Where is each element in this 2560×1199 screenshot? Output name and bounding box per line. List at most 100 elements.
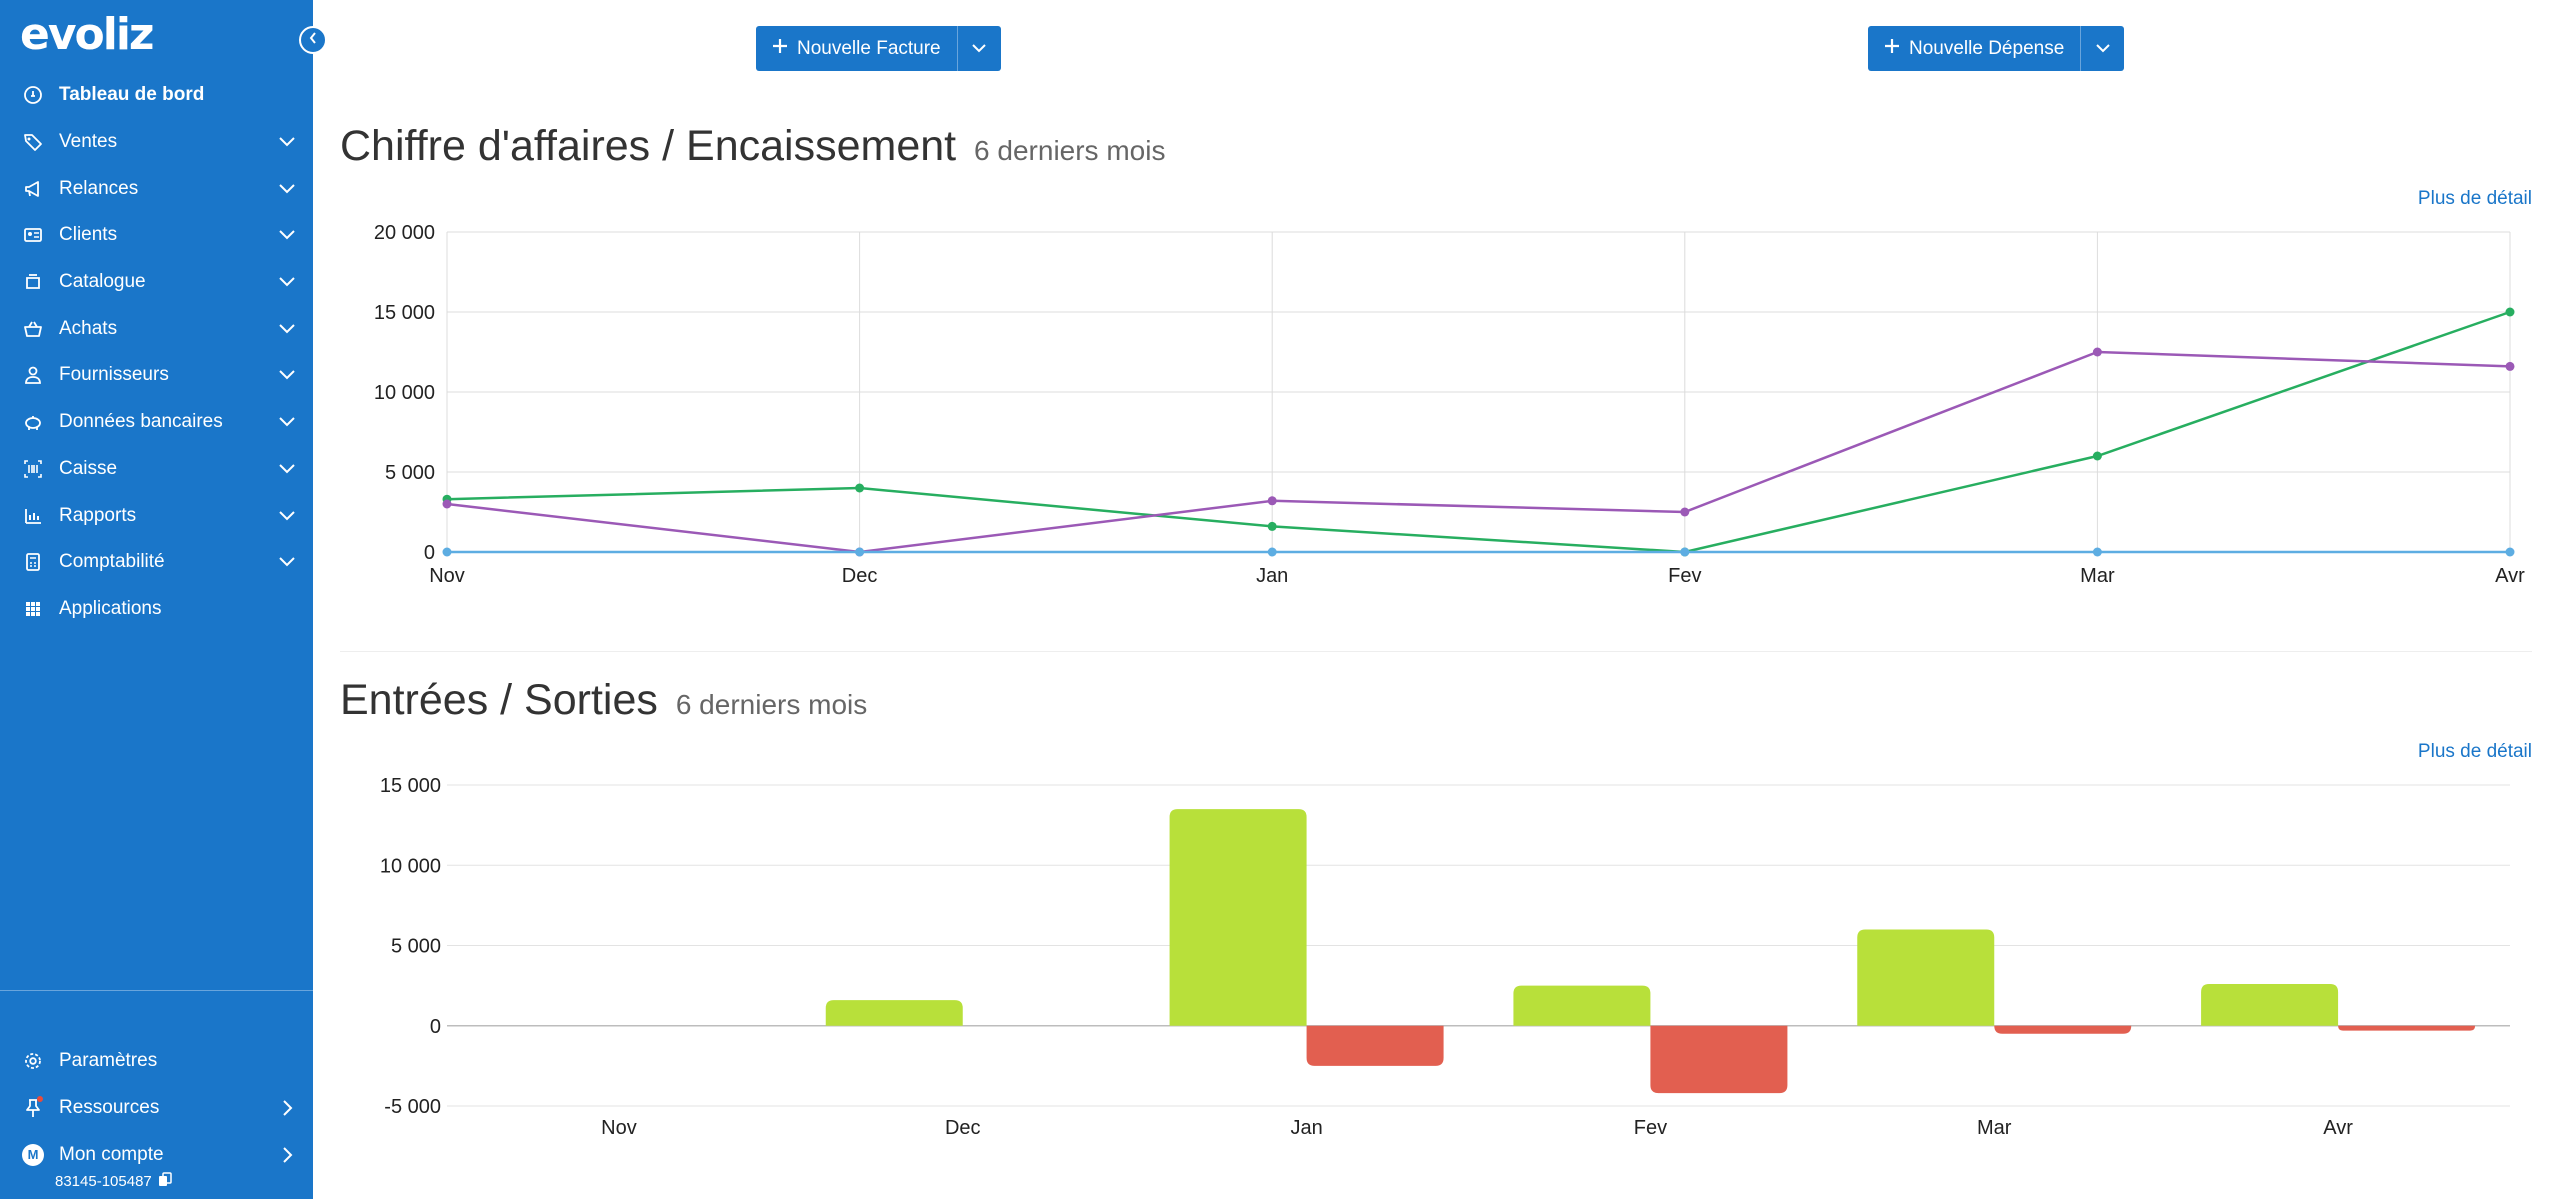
bar-sortie: [1994, 1025, 2132, 1034]
data-point: [442, 547, 452, 557]
logo-text: evoliz: [20, 8, 155, 60]
new-invoice-split-button: Nouvelle Facture: [756, 26, 1001, 71]
chevron-down-icon: [971, 40, 987, 58]
chevron-right-icon: [277, 1098, 297, 1118]
new-invoice-button[interactable]: Nouvelle Facture: [756, 26, 957, 71]
sidebar-item-applications[interactable]: Applications: [0, 586, 313, 633]
sidebar-item-catalogue[interactable]: Catalogue: [0, 259, 313, 306]
sidebar-item-tableau-de-bord[interactable]: Tableau de bord: [0, 72, 313, 119]
new-invoice-dropdown-button[interactable]: [956, 26, 1001, 71]
plus-icon: [1884, 38, 1900, 60]
chevron-down-icon: [277, 412, 297, 432]
x-tick-label: Nov: [601, 1117, 637, 1139]
sidebar-item-rapports[interactable]: Rapports: [0, 492, 313, 539]
chevron-down-icon: [277, 552, 297, 572]
sidebar-item-caisse[interactable]: Caisse: [0, 446, 313, 493]
data-point: [2505, 307, 2515, 317]
bar-sortie: [2338, 1025, 2476, 1031]
data-point: [2505, 361, 2515, 371]
revenue-more-detail-link[interactable]: Plus de détail: [2417, 188, 2532, 209]
sidebar-item-ressources[interactable]: Ressources: [0, 1085, 313, 1132]
revenue-line-chart: 0 5 000 10 000 15 000 20 000 Nov Dec Jan Fev Mar A…: [374, 222, 2525, 587]
data-point: [855, 483, 865, 493]
tag-icon: [22, 131, 44, 153]
sidebar-item-label: Caisse: [59, 457, 118, 479]
y-tick-label: 0: [430, 1016, 441, 1038]
sidebar-item-comptabilite[interactable]: Comptabilité: [0, 539, 313, 586]
data-point: [1267, 496, 1277, 506]
cashflow-title-text: Entrées / Sorties: [340, 676, 658, 724]
collapse-sidebar-button[interactable]: [299, 26, 327, 54]
bar-entree: [825, 1000, 963, 1026]
data-point: [2092, 347, 2102, 357]
sidebar-item-achats[interactable]: Achats: [0, 305, 313, 352]
chevron-down-icon: [277, 179, 297, 199]
data-point: [1267, 547, 1277, 557]
gear-icon: [22, 1050, 44, 1072]
sidebar-item-parametres[interactable]: Paramètres: [0, 1038, 313, 1085]
bar-entree: [1513, 985, 1651, 1026]
grid-icon: [22, 598, 44, 620]
evoliz-logo[interactable]: evoliz: [20, 8, 155, 60]
sidebar-item-fournisseurs[interactable]: Fournisseurs: [0, 352, 313, 399]
x-tick-label: Avr: [2495, 565, 2525, 587]
sidebar-item-relances[interactable]: Relances: [0, 165, 313, 212]
y-tick-label: 15 000: [374, 302, 435, 324]
sidebar-item-clients[interactable]: Clients: [0, 212, 313, 259]
revenue-section-title: Chiffre d'affaires / Encaissement 6 dern…: [340, 122, 1165, 171]
avatar: M: [22, 1143, 44, 1166]
chevron-down-icon: [277, 459, 297, 479]
sidebar-item-donnees-bancaires[interactable]: Données bancaires: [0, 399, 313, 446]
data-point: [1680, 507, 1690, 517]
calculator-icon: [22, 551, 44, 573]
new-expense-label: Nouvelle Dépense: [1909, 37, 2065, 59]
sidebar-item-label: Rapports: [59, 504, 137, 526]
x-tick-label: Mar: [2080, 565, 2115, 587]
barcode-icon: [22, 458, 44, 480]
x-tick-label: Dec: [842, 565, 878, 587]
bar-sortie: [1306, 1025, 1444, 1066]
y-tick-label: 20 000: [374, 222, 435, 244]
y-tick-label: 0: [424, 542, 435, 564]
x-tick-label: Fev: [1668, 565, 1701, 587]
series-line-1: [446, 350, 2511, 554]
y-tick-label: 10 000: [380, 855, 441, 877]
chevron-down-icon: [277, 506, 297, 526]
piggy-bank-icon: [22, 411, 44, 433]
y-tick-label: 5 000: [391, 936, 441, 958]
bar-sortie: [1650, 1025, 1788, 1094]
sidebar-bottom-nav: Paramètres Ressources M Mon compte: [0, 1038, 313, 1178]
chevron-down-icon: [2095, 40, 2111, 58]
chevron-down-icon: [277, 132, 297, 152]
contact-card-icon: [22, 224, 44, 246]
account-id: 83145-105487: [55, 1172, 172, 1191]
notification-dot: [37, 1096, 43, 1102]
cashflow-more-detail-link[interactable]: Plus de détail: [2417, 741, 2532, 762]
bar-entree: [1169, 809, 1307, 1026]
copy-icon[interactable]: [158, 1172, 172, 1191]
data-point: [2092, 451, 2102, 461]
chevron-right-icon: [277, 1145, 297, 1165]
pin-icon: [22, 1097, 44, 1119]
sidebar-item-label: Ressources: [59, 1097, 160, 1119]
x-tick-label: Dec: [945, 1117, 981, 1139]
chevron-left-icon: [308, 31, 318, 50]
new-expense-dropdown-button[interactable]: [2080, 26, 2124, 71]
x-tick-label: Fev: [1634, 1117, 1667, 1139]
sidebar-item-label: Comptabilité: [59, 551, 165, 573]
new-expense-button[interactable]: Nouvelle Dépense: [1868, 26, 2080, 71]
x-tick-label: Avr: [2323, 1117, 2353, 1139]
data-point: [1680, 547, 1690, 557]
sidebar-item-mon-compte[interactable]: M Mon compte: [0, 1131, 313, 1178]
sidebar-item-label: Mon compte: [59, 1143, 164, 1165]
sidebar: evoliz Tableau de bord Ventes Relances Clie…: [0, 0, 313, 1199]
sidebar-item-label: Catalogue: [59, 271, 146, 293]
chevron-down-icon: [277, 272, 297, 292]
sidebar-item-label: Clients: [59, 224, 118, 246]
x-tick-label: Mar: [1977, 1117, 2012, 1139]
sidebar-item-label: Achats: [59, 317, 118, 339]
sidebar-item-ventes[interactable]: Ventes: [0, 119, 313, 166]
supplier-icon: [22, 364, 44, 386]
y-tick-label: 5 000: [385, 462, 435, 484]
sidebar-item-label: Fournisseurs: [59, 364, 169, 386]
